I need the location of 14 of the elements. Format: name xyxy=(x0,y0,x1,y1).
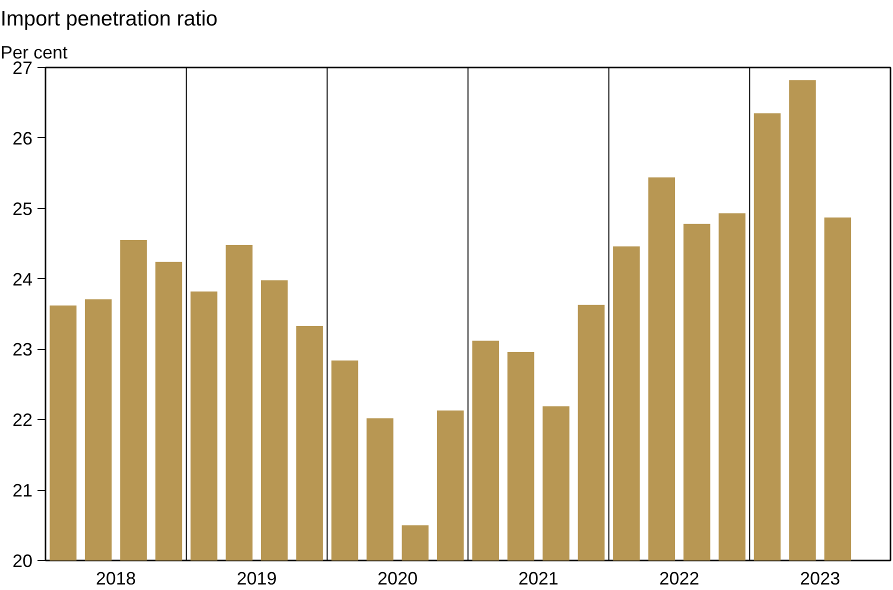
y-tick-label: 26 xyxy=(12,128,33,148)
x-tick-label: 2021 xyxy=(518,568,558,588)
x-tick-label: 2018 xyxy=(96,568,136,588)
x-tick-label: 2023 xyxy=(800,568,840,588)
x-tick-label: 2020 xyxy=(378,568,418,588)
y-tick-label: 21 xyxy=(12,480,33,501)
y-tick-label: 22 xyxy=(12,410,33,430)
chart-title: Import penetration ratio xyxy=(0,8,218,30)
x-tick-label: 2022 xyxy=(659,568,700,588)
x-tick-label: 2019 xyxy=(236,568,277,588)
y-tick-label: 24 xyxy=(12,269,33,290)
y-tick-label: 23 xyxy=(12,340,33,360)
y-tick-label: 20 xyxy=(12,551,33,571)
y-tick-label: 25 xyxy=(12,198,33,219)
